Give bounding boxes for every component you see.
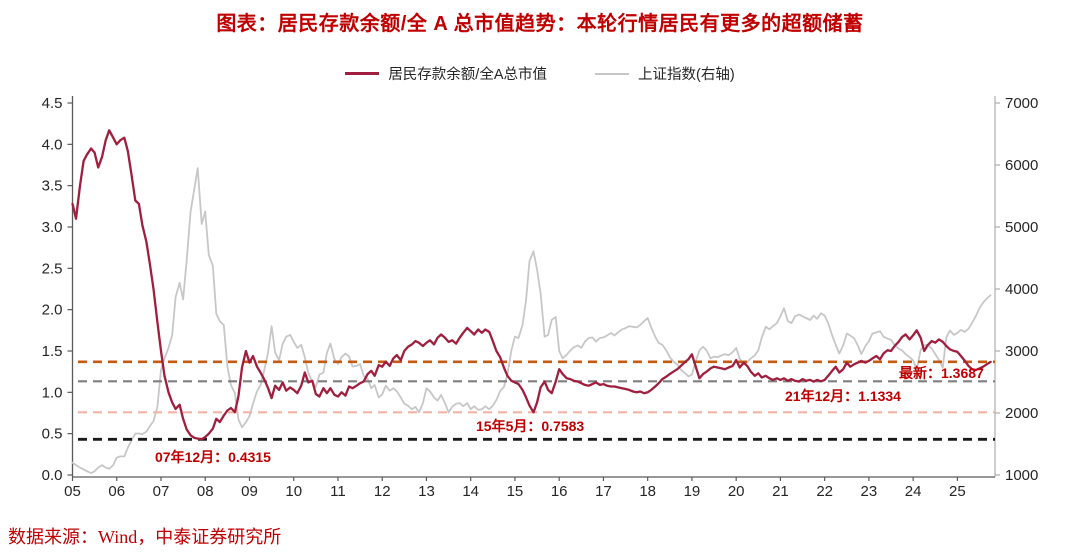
right-tick-label: 7000	[1005, 95, 1038, 112]
left-tick-label: 3.5	[42, 178, 63, 195]
legend-label-index: 上证指数(右轴)	[638, 67, 735, 83]
x-tick-label: 10	[285, 483, 302, 500]
right-tick-label: 3000	[1005, 343, 1038, 360]
x-tick-label: 05	[64, 483, 81, 500]
left-tick-label: 2.5	[42, 260, 63, 277]
x-tick-label: 12	[374, 483, 391, 500]
x-tick-label: 07	[153, 483, 170, 500]
left-tick-label: 4.0	[42, 136, 63, 153]
annotation-2: 15年5月：0.7583	[476, 418, 584, 434]
x-tick-label: 25	[949, 483, 966, 500]
right-tick-label: 5000	[1005, 219, 1038, 236]
left-tick-label: 3.0	[42, 219, 63, 236]
series-deposit-ratio-line	[71, 129, 992, 441]
x-tick-label: 08	[197, 483, 214, 500]
x-tick-label: 20	[728, 483, 745, 500]
left-tick-label: 0.5	[42, 426, 63, 443]
x-tick-label: 19	[684, 483, 701, 500]
right-tick-label: 2000	[1005, 405, 1038, 422]
legend-line-swatch-ratio	[345, 72, 380, 75]
right-tick-label: 6000	[1005, 157, 1038, 174]
x-tick-label: 18	[639, 483, 656, 500]
x-tick-label: 22	[816, 483, 833, 500]
x-tick-label: 16	[551, 483, 568, 500]
legend-label-ratio: 居民存款余额/全A总市值	[388, 67, 548, 83]
left-tick-label: 2.0	[42, 302, 63, 319]
series-sse-index-line	[71, 167, 992, 475]
annotation-1: 21年12月：1.1334	[785, 388, 901, 404]
x-tick-label: 09	[241, 483, 258, 500]
x-tick-label: 14	[462, 483, 479, 500]
left-tick-label: 1.5	[42, 343, 63, 360]
annotation-0: 最新：1.3687	[899, 365, 984, 381]
x-tick-label: 13	[418, 483, 435, 500]
left-tick-label: 1.0	[42, 384, 63, 401]
legend: 居民存款余额/全A总市值 上证指数(右轴)	[0, 63, 1080, 84]
source-note: 数据来源：Wind，中泰证券研究所	[8, 527, 282, 547]
right-tick-label: 1000	[1005, 467, 1038, 484]
x-tick-label: 21	[772, 483, 789, 500]
x-tick-label: 15	[507, 483, 524, 500]
legend-item-ratio: 居民存款余额/全A总市值	[345, 63, 547, 84]
left-tick-label: 4.5	[42, 95, 63, 112]
annotation-3: 07年12月：0.4315	[155, 449, 271, 465]
x-tick-label: 17	[595, 483, 612, 500]
x-tick-label: 06	[108, 483, 125, 500]
right-tick-label: 4000	[1005, 281, 1038, 298]
x-tick-label: 11	[330, 483, 346, 500]
x-tick-label: 24	[905, 483, 922, 500]
legend-item-index: 上证指数(右轴)	[595, 63, 735, 84]
left-tick-label: 0.0	[42, 467, 63, 484]
chart-title: 图表：居民存款余额/全 A 总市值趋势：本轮行情居民有更多的超额储蓄	[216, 13, 864, 35]
x-tick-label: 23	[861, 483, 878, 500]
legend-line-swatch-index	[595, 72, 630, 75]
